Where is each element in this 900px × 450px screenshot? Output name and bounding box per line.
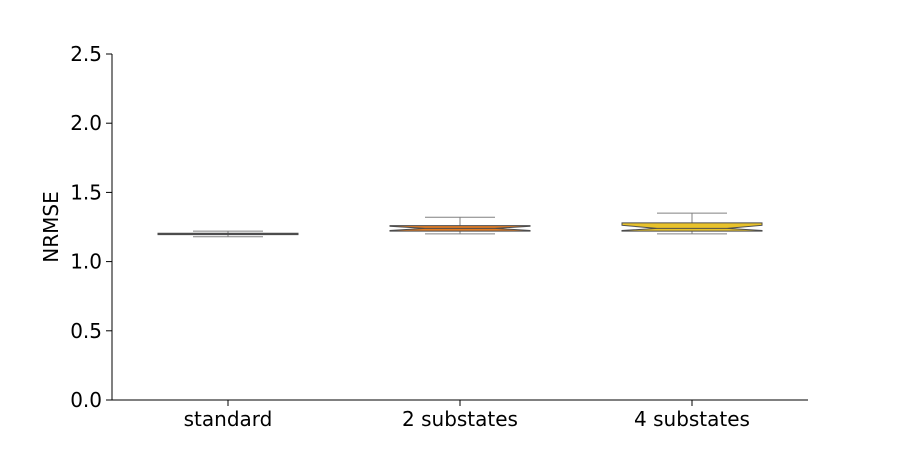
y-tick-label: 2.0 xyxy=(70,111,102,135)
y-axis-title: NRMSE xyxy=(39,191,63,262)
y-tick-label: 1.5 xyxy=(70,180,102,204)
y-tick-label: 2.5 xyxy=(70,42,102,66)
y-axis: 0.0 0.5 1.0 1.5 2.0 2.5 xyxy=(70,42,113,412)
box-standard xyxy=(157,230,299,238)
x-axis: standard 2 substates 4 substates xyxy=(112,399,808,431)
box-body xyxy=(621,222,763,232)
y-tick-label: 0.5 xyxy=(70,319,102,343)
x-tick-label: standard xyxy=(184,407,273,431)
x-tick-label: 2 substates xyxy=(402,407,518,431)
boxes-group xyxy=(157,212,763,238)
box-2-substates xyxy=(389,216,531,235)
box-4-substates xyxy=(621,212,763,235)
y-tick-label: 0.0 xyxy=(70,388,102,412)
x-tick-label: 4 substates xyxy=(634,407,750,431)
y-tick-label: 1.0 xyxy=(70,250,102,274)
